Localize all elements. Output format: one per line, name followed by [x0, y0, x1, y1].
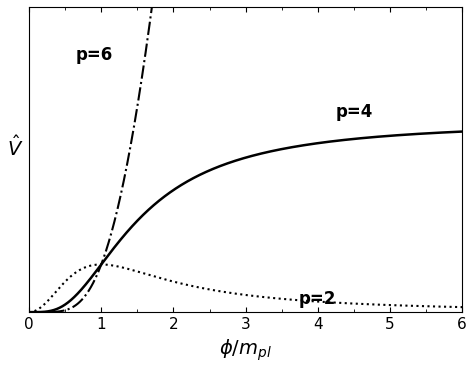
Text: p=4: p=4 — [335, 103, 373, 121]
Y-axis label: $\hat{V}$: $\hat{V}$ — [7, 135, 23, 159]
X-axis label: $\phi / m_{pl}$: $\phi / m_{pl}$ — [219, 337, 272, 363]
Text: p=2: p=2 — [299, 290, 337, 308]
Text: p=6: p=6 — [75, 46, 113, 64]
